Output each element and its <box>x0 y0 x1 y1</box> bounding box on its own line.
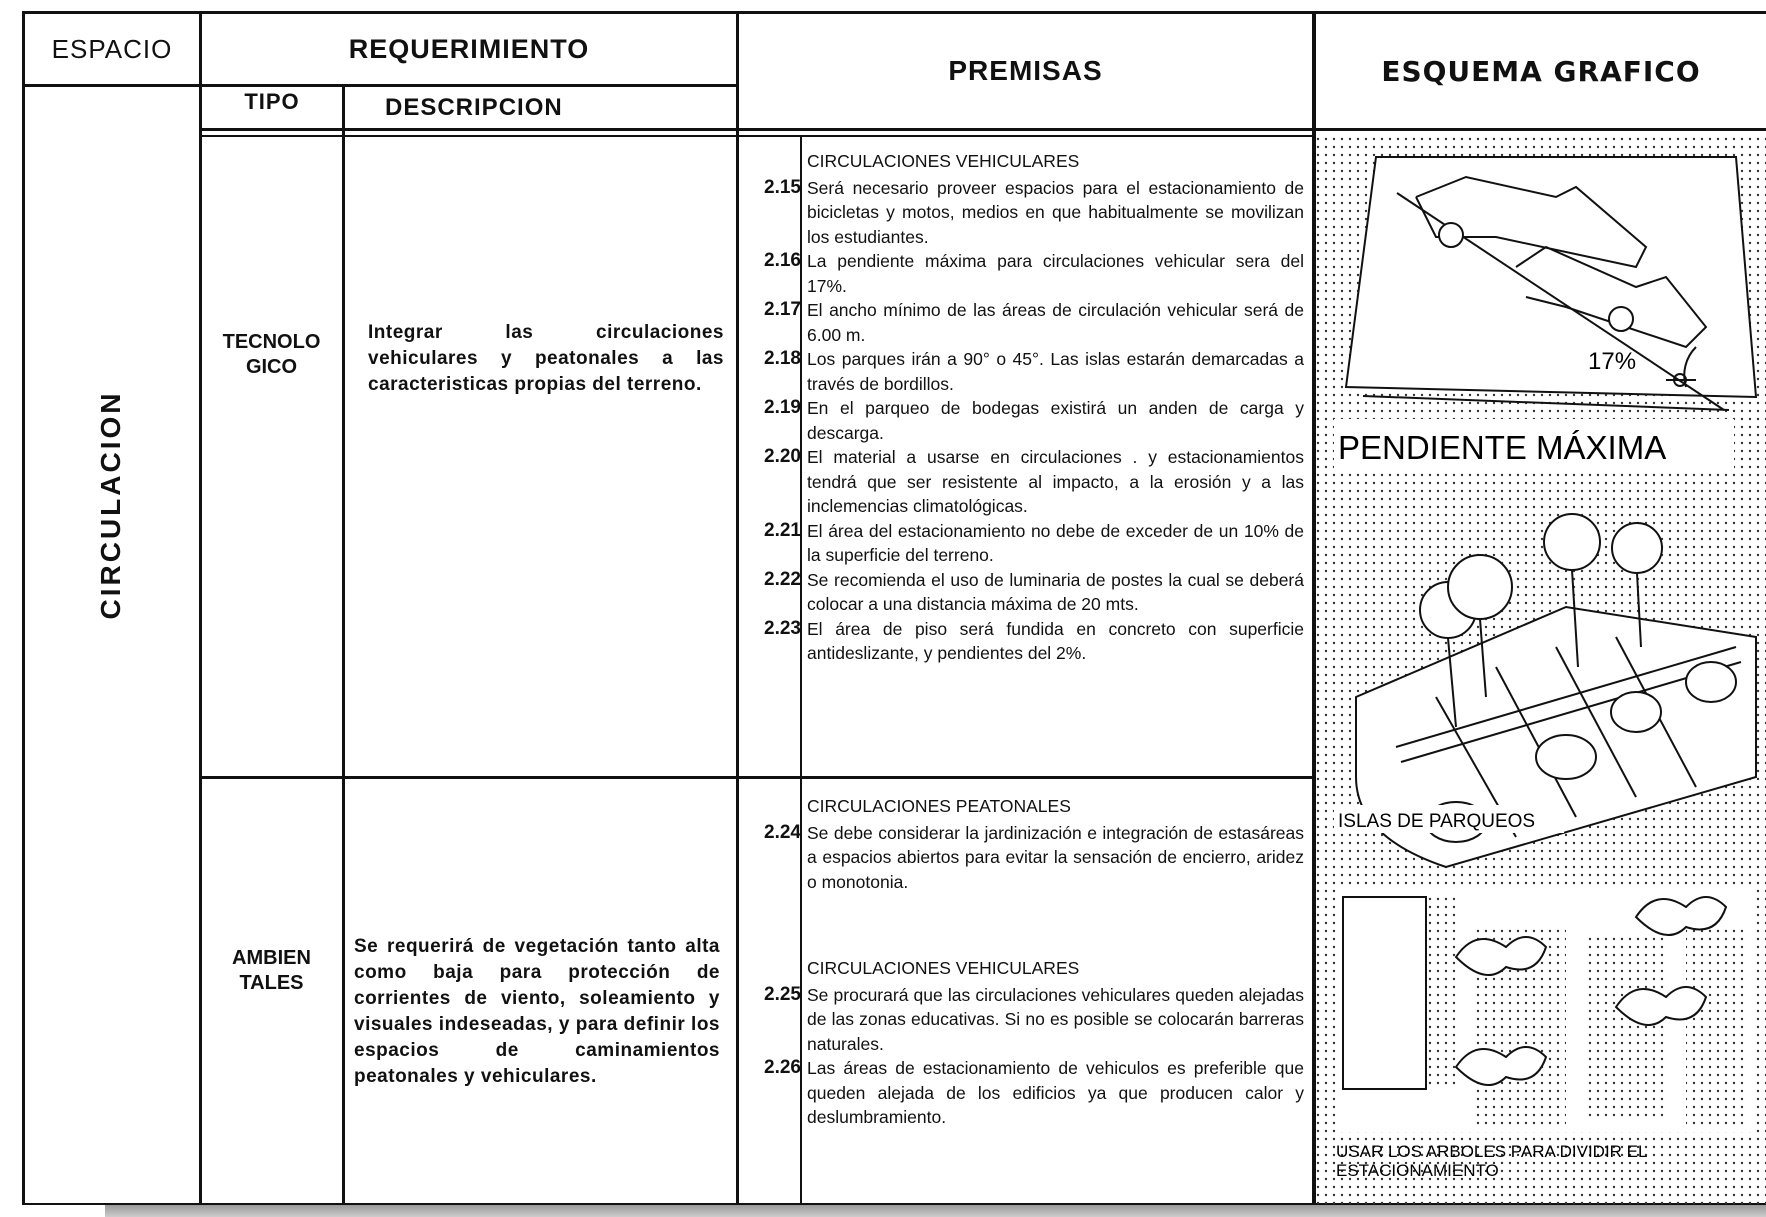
premise-number: 2.23 <box>764 617 801 639</box>
premise-item: 2.15 Será necesario proveer espacios para… <box>737 176 1312 250</box>
premise-number: 2.19 <box>764 397 801 418</box>
premise-text: En el parqueo de bodegas existirá un and… <box>807 398 1304 443</box>
premise-text: El material a usarse en circulaciones . … <box>807 447 1304 516</box>
espacio-label: CIRCULACION <box>95 390 126 620</box>
islands-label: ISLAS DE PARQUEOS <box>1338 811 1535 832</box>
premise-number: 2.16 <box>764 250 801 271</box>
premisas: CIRCULACIONES VEHICULARES 2.15 Será necesa… <box>737 149 1312 666</box>
premise-number: 2.21 <box>764 519 801 541</box>
premise-section: CIRCULACIONES PEATONALES 2.24 Se debe cons… <box>737 794 1312 894</box>
tipo-line: TECNOLO <box>222 331 321 353</box>
rule <box>22 11 1766 14</box>
tipo: TECNOLO GICO <box>200 330 343 380</box>
rule <box>199 11 202 1205</box>
rule <box>1312 11 1316 1205</box>
premise-item: 2.23 El área de piso será fundida en conc… <box>737 617 1312 666</box>
bottom-shade <box>105 1205 1766 1217</box>
section-heading: CIRCULACIONES VEHICULARES <box>807 151 1080 171</box>
premise-text: El área de piso será fundida en concreto… <box>807 618 1304 664</box>
premise-text: La pendiente máxima para circulaciones v… <box>807 251 1304 296</box>
rule <box>200 128 1766 131</box>
rule <box>200 135 1315 137</box>
slope-drawing <box>1344 156 1758 411</box>
tipo-line: GICO <box>245 356 298 378</box>
premise-item: 2.26 Las áreas de estacionamiento de vehi… <box>737 1056 1312 1130</box>
premisas: CIRCULACIONES PEATONALES 2.24 Se debe cons… <box>737 794 1312 1130</box>
rule <box>22 84 737 87</box>
rule <box>736 11 739 1205</box>
rule <box>22 1203 1766 1205</box>
section-heading: CIRCULACIONES VEHICULARES <box>807 958 1080 978</box>
premise-item: 2.22 Se recomienda el uso de luminaria de… <box>737 568 1312 617</box>
premise-section: CIRCULACIONES VEHICULARES 2.15 Será necesa… <box>737 149 1312 666</box>
premise-section: CIRCULACIONES VEHICULARES 2.25 Se procurar… <box>737 956 1312 1130</box>
premise-item: 2.16 La pendiente máxima para circulacion… <box>737 249 1312 298</box>
tipo: AMBIEN TALES <box>200 946 343 996</box>
section-heading: CIRCULACIONES PEATONALES <box>807 796 1071 816</box>
premise-number: 2.17 <box>764 299 801 320</box>
premise-text: Se recomienda el uso de luminaria de pos… <box>807 569 1304 615</box>
rule <box>22 11 25 1205</box>
premise-text: El ancho mínimo de las áreas de circulac… <box>807 300 1304 345</box>
header-espacio: ESPACIO <box>51 33 173 64</box>
premise-text: Los parques irán a 90° o 45°. Las islas … <box>807 349 1304 394</box>
tipo-line: TALES <box>239 972 304 994</box>
premise-text: Se procurará que las circulaciones vehic… <box>807 984 1304 1054</box>
premise-text: Las áreas de estacionamiento de vehiculo… <box>807 1058 1304 1127</box>
trees-label: ESTACIONAMIENTO <box>1336 1161 1499 1180</box>
header-tipo: TIPO <box>244 89 300 114</box>
rule <box>800 135 802 1205</box>
premise-item: 2.25 Se procurará que las circulaciones v… <box>737 983 1312 1057</box>
premise-number: 2.26 <box>764 1057 801 1078</box>
premise-number: 2.24 <box>764 821 801 843</box>
label-bg <box>1334 805 1564 833</box>
premise-item: 2.19 En el parqueo de bodegas existirá un… <box>737 396 1312 445</box>
premise-number: 2.25 <box>764 983 801 1005</box>
header-descripcion: DESCRIPCION <box>385 93 563 121</box>
slope-title: PENDIENTE MÁXIMA <box>1338 429 1666 466</box>
label-bg <box>1334 419 1734 469</box>
trees-label: USAR LOS ARBOLES PARA DIVIDIR EL <box>1336 1142 1647 1161</box>
premise-number: 2.15 <box>764 176 801 198</box>
esquema-grafico: 17% PENDIENTE MÁXIMA ISLAS DE PARQUEOS U… <box>1316 137 1766 1205</box>
premise-number: 2.20 <box>764 446 801 467</box>
premise-number: 2.22 <box>764 568 801 590</box>
premise-item: 2.24 Se debe considerar la jardinización … <box>737 821 1312 895</box>
header-requerimiento: REQUERIMIENTO <box>348 33 590 64</box>
trees-drawing <box>1336 887 1756 1132</box>
tipo-line: AMBIEN <box>232 947 311 969</box>
premise-text: Se debe considerar la jardinización e in… <box>807 822 1304 892</box>
premise-item: 2.21 El área del estacionamiento no debe … <box>737 519 1312 568</box>
rule <box>342 84 345 1205</box>
premise-item: 2.20 El material a usarse en circulacione… <box>737 445 1312 519</box>
premise-text: El área del estacionamiento no debe de e… <box>807 520 1304 566</box>
header-esquema: ESQUEMA GRAFICO <box>1381 54 1701 88</box>
premise-item: 2.17 El ancho mínimo de las áreas de circ… <box>737 298 1312 347</box>
premise-number: 2.18 <box>764 348 801 369</box>
slope-label: 17% <box>1588 348 1636 375</box>
header-premisas: PREMISAS <box>948 55 1103 86</box>
descripcion: Integrar las circulaciones vehiculares y… <box>368 322 724 395</box>
rule <box>200 776 1315 779</box>
descripcion: Se requerirá de vegetación tanto alta co… <box>354 936 720 1087</box>
premise-item: 2.18 Los parques irán a 90° o 45°. Las is… <box>737 347 1312 396</box>
premise-text: Será necesario proveer espacios para el … <box>807 177 1304 247</box>
